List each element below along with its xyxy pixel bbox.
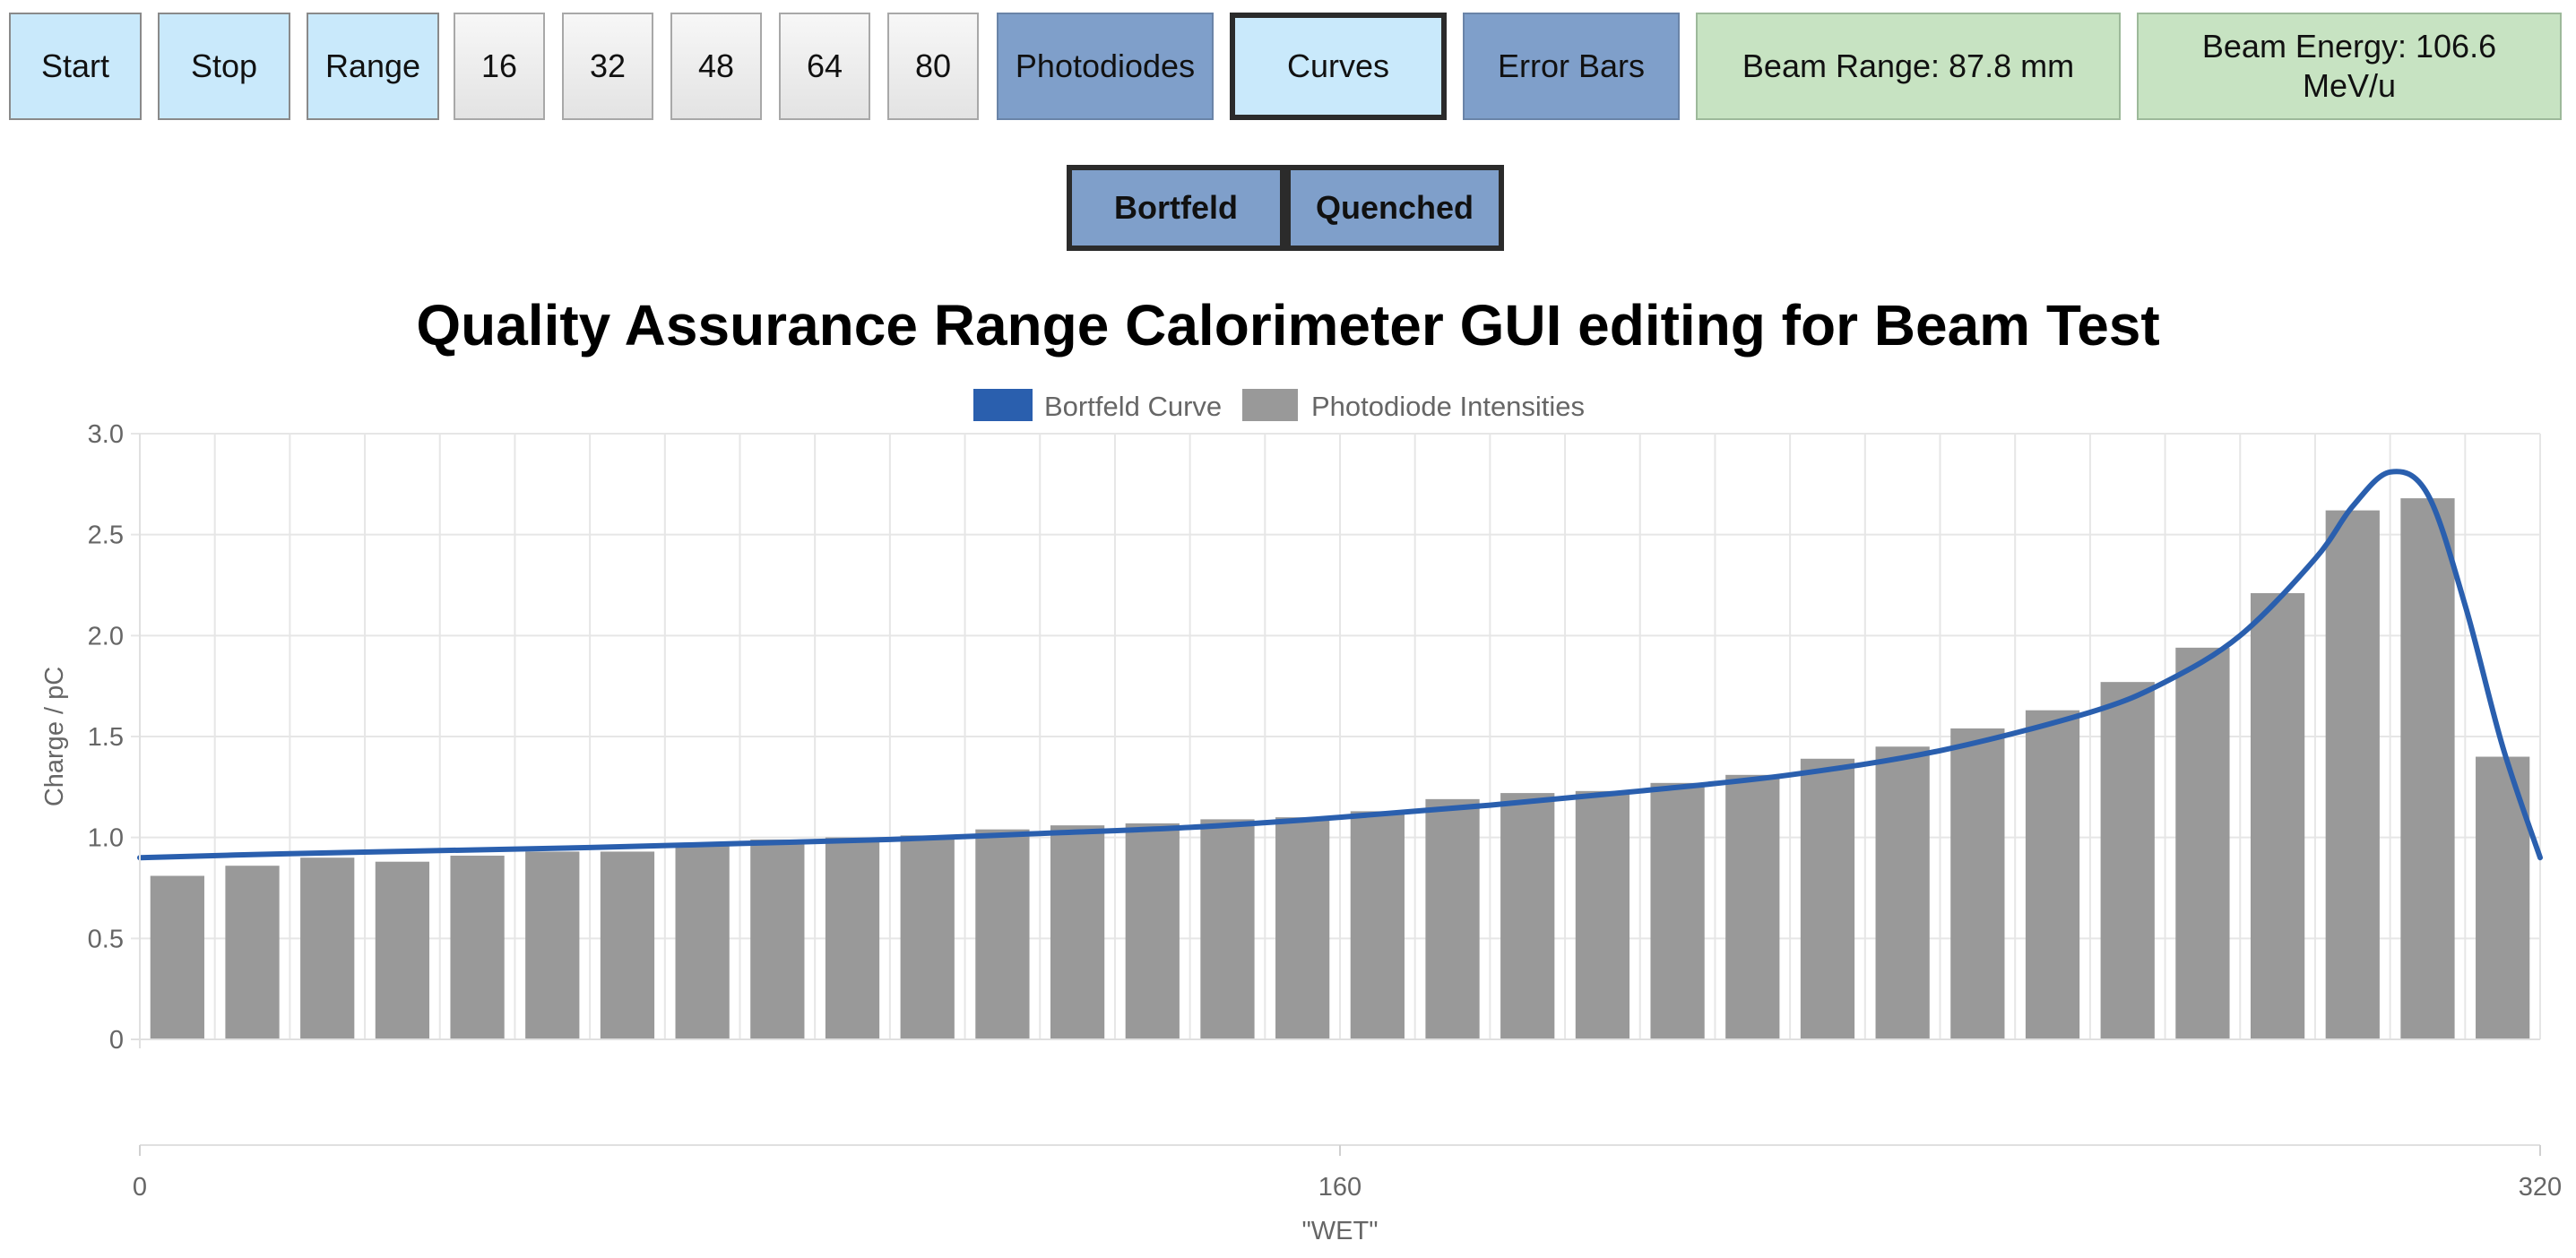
chart-title: Quality Assurance Range Calorimeter GUI … — [416, 293, 2160, 358]
channel-32-button[interactable]: 32 — [562, 13, 653, 120]
photodiode-bar — [900, 835, 955, 1039]
photodiode-bar — [2250, 593, 2305, 1039]
photodiode-bar — [1950, 728, 2005, 1039]
range-button[interactable]: Range — [307, 13, 439, 120]
start-button[interactable]: Start — [9, 13, 142, 120]
channel-48-button[interactable]: 48 — [670, 13, 762, 120]
y-tick-label: 2.5 — [88, 521, 124, 550]
bortfeld-curve-line — [137, 469, 2543, 861]
y-tick-label: 1.5 — [88, 723, 124, 752]
beam-energy-display: Beam Energy: 106.6 MeV/u — [2137, 13, 2562, 120]
y-tick-label: 3.0 — [88, 420, 124, 449]
y-tick-label: 0 — [109, 1026, 124, 1055]
photodiode-bar — [600, 851, 655, 1039]
quenched-toggle[interactable]: Quenched — [1285, 165, 1504, 251]
photodiode-bar — [2400, 498, 2455, 1039]
photodiode-bar — [150, 875, 204, 1039]
chart-axes: 0 0.5 1.0 1.5 2.0 2.5 3.0 0 160 320 — [88, 420, 2563, 1202]
x-axis-label: "WET" — [1301, 1217, 1378, 1245]
photodiode-bar — [1275, 817, 1330, 1039]
y-axis-label: Charge / pC — [40, 667, 69, 806]
y-tick-label: 1.0 — [88, 824, 124, 853]
photodiode-bar — [2100, 682, 2155, 1039]
x-tick-label: 160 — [1318, 1173, 1361, 1202]
photodiode-bar — [1500, 793, 1555, 1039]
photodiode-bar — [2325, 510, 2380, 1039]
y-tick-label: 2.0 — [88, 622, 124, 651]
channel-16-button[interactable]: 16 — [454, 13, 545, 120]
photodiode-bar — [2025, 710, 2080, 1039]
photodiode-bar — [1050, 825, 1105, 1039]
stop-button[interactable]: Stop — [158, 13, 290, 120]
y-tick-label: 0.5 — [88, 925, 124, 953]
legend-swatch-photodiodes — [1242, 389, 1298, 421]
photodiode-bar — [1725, 774, 1780, 1039]
photodiode-bar — [750, 839, 805, 1039]
chart-grid — [131, 433, 2541, 1040]
photodiode-bar — [2175, 647, 2230, 1039]
photodiode-bar — [225, 866, 280, 1039]
photodiode-bar — [450, 855, 505, 1039]
photodiode-bar — [1125, 823, 1180, 1039]
photodiode-bar — [375, 861, 430, 1039]
photodiode-bar — [675, 843, 730, 1039]
bortfeld-toggle[interactable]: Bortfeld — [1067, 165, 1285, 251]
bortfeld-curve-layer — [137, 469, 2543, 861]
photodiodes-button[interactable]: Photodiodes — [997, 13, 1214, 120]
photodiode-bar — [1575, 790, 1630, 1039]
chart-legend: Bortfeld Curve Photodiode Intensities — [973, 389, 1585, 422]
photodiode-bar — [1800, 758, 1855, 1039]
channel-80-button[interactable]: 80 — [887, 13, 979, 120]
photodiode-bar — [1650, 782, 1705, 1039]
error-bars-button[interactable]: Error Bars — [1463, 13, 1680, 120]
legend-label-bortfeld: Bortfeld Curve — [1044, 391, 1222, 422]
legend-label-photodiodes: Photodiode Intensities — [1311, 391, 1585, 422]
photodiode-bar — [825, 837, 880, 1039]
x-tick-label: 320 — [2519, 1173, 2562, 1202]
photodiode-bar — [525, 851, 580, 1039]
photodiode-bar — [975, 829, 1030, 1039]
curves-button[interactable]: Curves — [1230, 13, 1447, 120]
legend-swatch-bortfeld — [973, 389, 1033, 421]
photodiode-bar — [1425, 798, 1480, 1039]
channel-64-button[interactable]: 64 — [779, 13, 870, 120]
photodiode-bar — [1875, 746, 1930, 1039]
beam-range-display: Beam Range: 87.8 mm — [1696, 13, 2121, 120]
x-tick-label: 0 — [133, 1173, 147, 1202]
photodiode-bar — [1350, 811, 1405, 1039]
photodiode-bar — [300, 857, 355, 1039]
photodiode-bar — [1200, 819, 1255, 1039]
